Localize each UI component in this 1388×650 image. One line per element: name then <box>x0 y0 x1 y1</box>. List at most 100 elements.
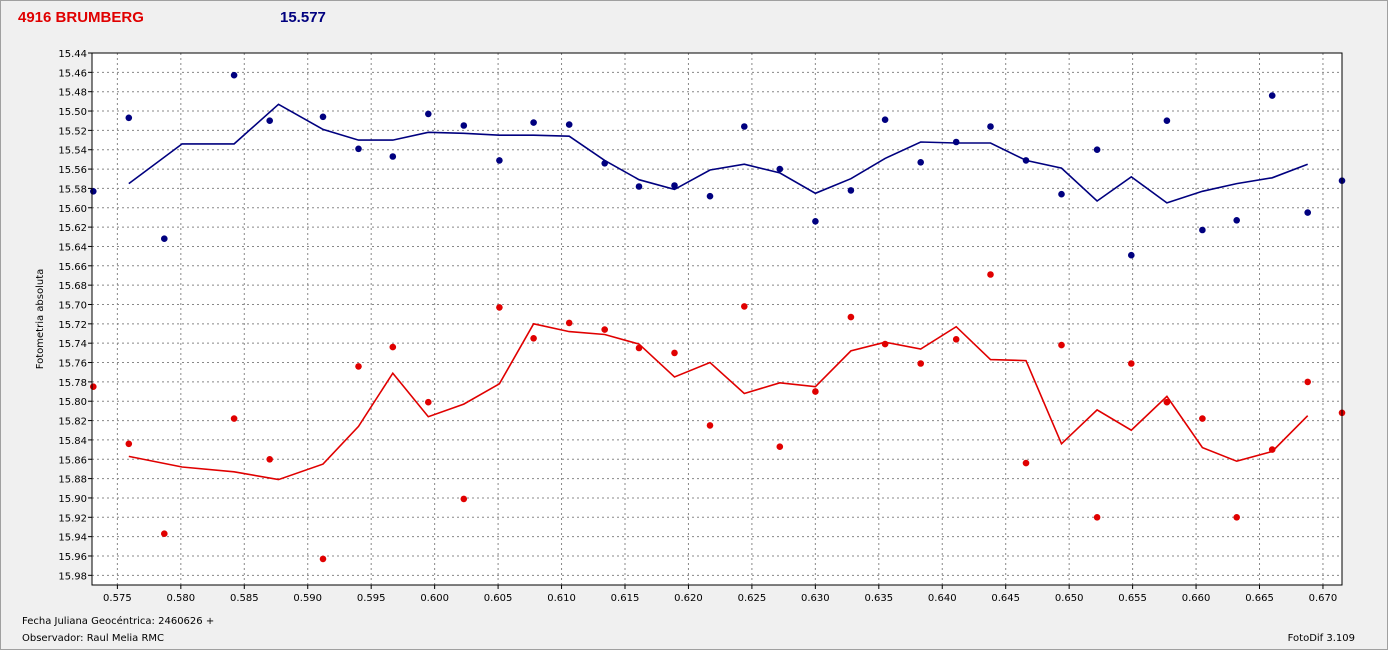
data-point <box>917 159 924 166</box>
data-point <box>1022 459 1030 467</box>
y-tick-label: 15.92 <box>58 513 87 524</box>
data-point <box>1304 209 1311 216</box>
y-tick-label: 15.64 <box>58 242 87 253</box>
star-name-title: 4916 BRUMBERG <box>18 9 144 26</box>
data-point <box>1093 146 1101 153</box>
plot-area <box>92 53 1342 585</box>
y-tick-label: 15.62 <box>58 223 87 234</box>
data-point <box>161 530 168 537</box>
data-point <box>230 71 238 79</box>
y-tick-label: 15.74 <box>58 339 87 350</box>
data-point <box>952 138 960 146</box>
y-tick-label: 15.78 <box>58 378 87 389</box>
y-tick-label: 15.50 <box>58 107 87 118</box>
data-point <box>1233 217 1240 224</box>
data-point <box>266 456 274 463</box>
y-tick-label: 15.76 <box>58 359 87 370</box>
y-tick-label: 15.72 <box>58 320 87 331</box>
series-group <box>90 71 1346 563</box>
x-tick-label: 0.615 <box>611 593 640 604</box>
x-tick-label: 0.580 <box>167 593 196 604</box>
data-point <box>266 117 274 124</box>
data-point <box>161 235 168 242</box>
data-point <box>425 110 432 118</box>
data-point <box>706 422 714 429</box>
data-point <box>812 388 819 395</box>
x-tick-label: 0.635 <box>864 593 893 604</box>
data-point <box>355 145 362 153</box>
y-tick-label: 15.80 <box>58 397 87 408</box>
observer-label: Observador: Raul Melia RMC <box>22 633 165 644</box>
data-point <box>319 555 327 563</box>
x-tick-label: 0.595 <box>357 593 386 604</box>
x-tick-label: 0.655 <box>1118 593 1147 604</box>
x-axis: 0.575 0.580 0.585 0.590 0.595 0.600 0.605 0.610… <box>103 585 1337 604</box>
data-point <box>1233 514 1240 521</box>
data-point <box>389 153 397 160</box>
grid-lines <box>92 52 1342 585</box>
data-point <box>125 440 133 448</box>
data-point <box>671 182 678 189</box>
y-tick-label: 15.82 <box>58 417 87 428</box>
data-point <box>1093 514 1101 521</box>
data-point <box>389 343 397 351</box>
data-point <box>230 415 238 422</box>
magnitude-value: 15.577 <box>280 9 326 26</box>
y-tick-label: 15.98 <box>58 571 87 582</box>
x-tick-label: 0.605 <box>484 593 513 604</box>
data-point <box>847 187 855 194</box>
data-point <box>1128 360 1135 367</box>
data-point <box>530 335 537 342</box>
data-point <box>530 119 537 126</box>
data-point <box>812 218 819 225</box>
data-point <box>776 443 784 451</box>
data-point <box>319 113 327 121</box>
data-point <box>635 344 643 352</box>
y-tick-label: 15.70 <box>58 300 87 311</box>
x-tick-label: 0.625 <box>738 593 767 604</box>
y-tick-label: 15.54 <box>58 146 87 157</box>
x-tick-label: 0.630 <box>801 593 830 604</box>
y-tick-label: 15.44 <box>58 49 87 60</box>
trend-line <box>128 322 1309 481</box>
data-point <box>125 114 133 122</box>
software-version: FotoDif 3.109 <box>1287 633 1355 644</box>
data-point <box>496 157 503 164</box>
data-point <box>1058 190 1065 198</box>
y-tick-label: 15.86 <box>58 455 87 466</box>
data-point <box>671 349 678 357</box>
data-point <box>741 123 748 130</box>
data-point <box>847 313 855 321</box>
x-tick-label: 0.660 <box>1182 593 1211 604</box>
data-point <box>776 165 784 173</box>
y-tick-label: 15.94 <box>58 533 87 544</box>
x-tick-label: 0.590 <box>293 593 322 604</box>
y-tick-label: 15.84 <box>58 436 87 447</box>
y-tick-label: 15.68 <box>58 281 87 292</box>
x-tick-label: 0.670 <box>1309 593 1338 604</box>
data-point <box>496 304 503 311</box>
data-point <box>601 326 608 333</box>
data-point <box>952 336 960 343</box>
data-point <box>1199 415 1206 422</box>
data-point <box>1268 92 1276 99</box>
y-tick-label: 15.60 <box>58 204 87 215</box>
data-point <box>1304 378 1311 386</box>
y-axis-title: Fotometria absoluta <box>35 269 46 370</box>
data-point <box>1163 398 1171 406</box>
data-point <box>565 121 573 128</box>
y-tick-label: 15.96 <box>58 552 87 563</box>
data-point <box>90 383 97 391</box>
data-point <box>1022 157 1030 164</box>
series-1 <box>90 71 1346 259</box>
data-point <box>1268 446 1276 453</box>
data-point <box>1199 226 1206 234</box>
data-point <box>425 398 432 406</box>
data-point <box>90 188 97 195</box>
y-tick-label: 15.88 <box>58 475 87 486</box>
data-point <box>741 303 748 310</box>
data-point <box>355 363 362 370</box>
y-axis: 15.44 15.46 15.48 15.50 15.52 15.54 15.56 15.58… <box>58 49 92 582</box>
plot-border <box>91 52 1343 586</box>
